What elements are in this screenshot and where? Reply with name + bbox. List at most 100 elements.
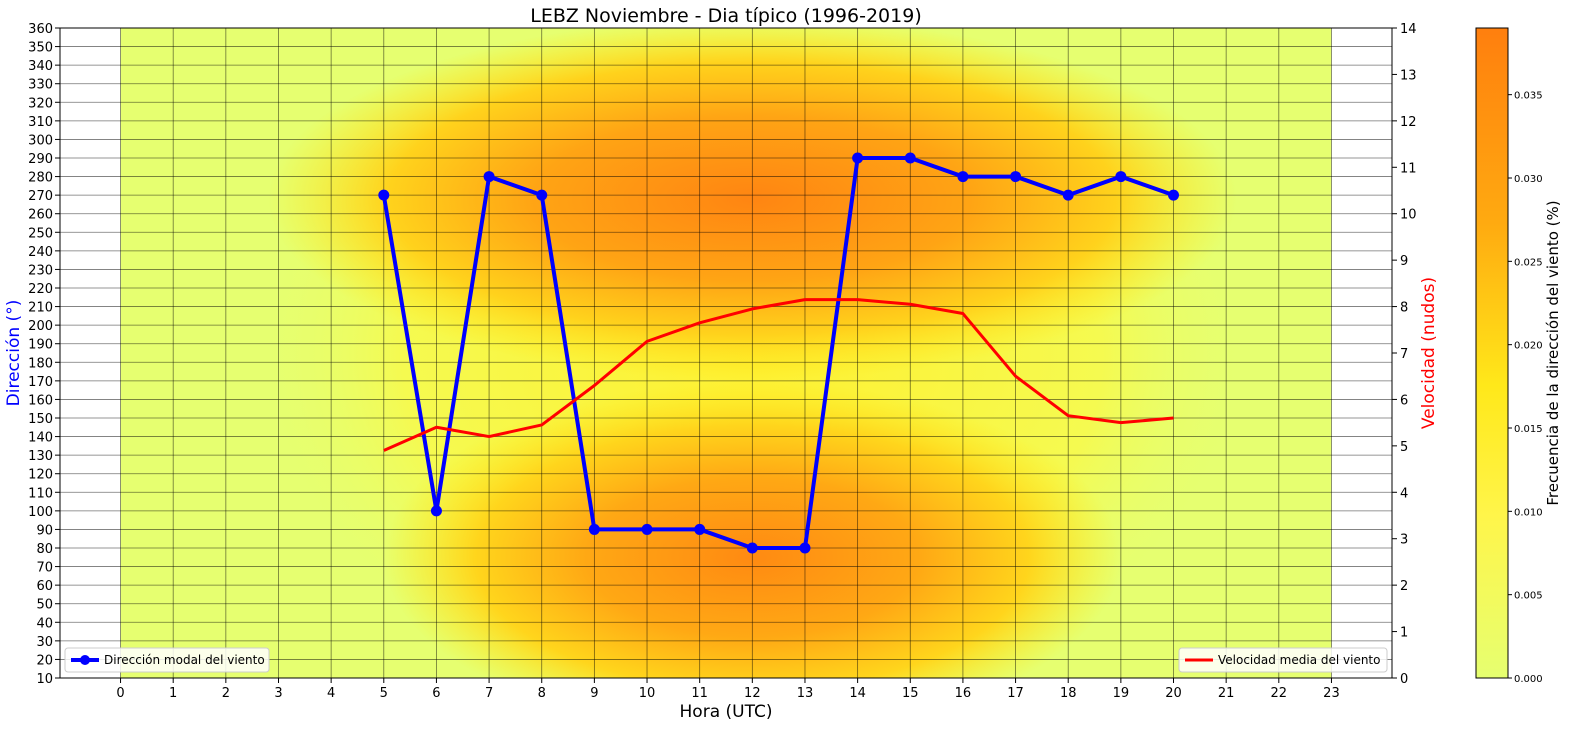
y-right-tick-label: 4 <box>1400 486 1408 501</box>
y-left-tick-label: 50 <box>36 598 53 613</box>
x-tick-label: 6 <box>432 686 440 701</box>
colorbar-tick-label: 0.015 <box>1514 424 1543 435</box>
y-left-tick-label: 220 <box>28 282 53 297</box>
direction-point <box>483 171 495 183</box>
y-left-tick-label: 90 <box>36 523 53 538</box>
colorbar-tick-label: 0.005 <box>1514 591 1543 602</box>
x-tick-label: 18 <box>1060 686 1077 701</box>
direction-point <box>536 189 548 201</box>
y-left-tick-label: 40 <box>36 616 53 631</box>
x-tick-label: 14 <box>849 686 866 701</box>
legend-speed-label: Velocidad media del viento <box>1218 653 1380 667</box>
colorbar-tick-label: 0.025 <box>1514 257 1543 268</box>
y-right-tick-label: 7 <box>1400 347 1408 362</box>
x-tick-label: 20 <box>1165 686 1182 701</box>
colorbar-tick-label: 0.035 <box>1514 91 1543 102</box>
y-left-tick-label: 240 <box>28 245 53 260</box>
direction-point <box>957 171 969 183</box>
x-tick-label: 3 <box>274 686 282 701</box>
legend-speed: Velocidad media del viento <box>1178 647 1388 673</box>
x-tick-label: 7 <box>485 686 493 701</box>
x-axis-ticks: 0 1 2 3 4 5 6 7 8 9 10 11 12 13 14 15 16 17 18 19 20 21 22 23 <box>116 678 1340 701</box>
y-left-tick-label: 190 <box>28 338 53 353</box>
y-left-tick-label: 100 <box>28 505 53 520</box>
direction-series-line <box>381 156 1175 550</box>
y-left-tick-label: 80 <box>36 542 53 557</box>
direction-point <box>588 523 600 535</box>
y-left-tick-label: 120 <box>28 468 53 483</box>
x-tick-label: 5 <box>380 686 388 701</box>
colorbar-label: Frecuencia de la dirección del viento (%… <box>1544 200 1562 505</box>
y-left-tick-label: 270 <box>28 189 53 204</box>
y-right-tick-label: 8 <box>1400 301 1408 316</box>
direction-point <box>1115 171 1127 183</box>
legend-direction-label: Dirección modal del viento <box>104 653 265 667</box>
direction-point <box>1062 189 1074 201</box>
x-tick-label: 19 <box>1113 686 1130 701</box>
y-left-tick-label: 60 <box>36 579 53 594</box>
y-right-tick-label: 2 <box>1400 579 1408 594</box>
x-tick-label: 13 <box>797 686 814 701</box>
y-right-tick-label: 9 <box>1400 254 1408 269</box>
direction-point <box>746 542 758 554</box>
x-tick-label: 12 <box>744 686 761 701</box>
y-right-tick-label: 10 <box>1400 208 1417 223</box>
y-left-tick-label: 210 <box>28 301 53 316</box>
x-tick-label: 2 <box>222 686 230 701</box>
y-right-tick-label: 11 <box>1400 161 1417 176</box>
direction-point <box>430 505 442 517</box>
series-layer <box>378 152 1180 554</box>
y-left-tick-label: 340 <box>28 59 53 74</box>
x-tick-label: 11 <box>691 686 708 701</box>
direction-point <box>852 152 864 164</box>
y-left-tick-label: 250 <box>28 226 53 241</box>
y-left-tick-label: 200 <box>28 319 53 334</box>
y-right-tick-label: 0 <box>1400 672 1408 687</box>
x-tick-label: 17 <box>1007 686 1024 701</box>
y-left-tick-label: 280 <box>28 171 53 186</box>
direction-point <box>904 152 916 164</box>
y-left-tick-label: 230 <box>28 263 53 278</box>
x-tick-label: 15 <box>902 686 919 701</box>
y-left-tick-label: 290 <box>28 152 53 167</box>
y-left-tick-label: 70 <box>36 561 53 576</box>
y-right-tick-label: 14 <box>1400 22 1417 37</box>
colorbar-gradient <box>1475 27 1509 679</box>
y-left-tick-label: 160 <box>28 393 53 408</box>
x-tick-label: 21 <box>1218 686 1235 701</box>
direction-point <box>1010 171 1022 183</box>
y-right-tick-label: 13 <box>1400 68 1417 83</box>
y-left-axis-label: Dirección (°) <box>4 300 24 407</box>
legend-direction: Dirección modal del viento <box>64 647 270 673</box>
direction-point <box>694 523 706 535</box>
y-left-tick-label: 310 <box>28 115 53 130</box>
y-right-tick-label: 5 <box>1400 440 1408 455</box>
y-left-tick-label: 360 <box>28 22 53 37</box>
chart-title: LEBZ Noviembre - Dia típico (1996-2019) <box>530 5 921 27</box>
direction-point <box>799 542 811 554</box>
colorbar-ticks: 0.000 0.005 0.010 0.015 0.020 0.025 0.030 0.035 <box>1508 91 1543 685</box>
x-tick-label: 1 <box>169 686 177 701</box>
y-left-tick-label: 260 <box>28 208 53 223</box>
x-tick-label: 9 <box>590 686 598 701</box>
y-right-axis-label: Velocidad (nudos) <box>1419 277 1439 429</box>
colorbar-tick-label: 0.030 <box>1514 174 1543 185</box>
y-left-tick-label: 150 <box>28 412 53 427</box>
colorbar-tick-label: 0.000 <box>1514 674 1543 685</box>
y-left-tick-label: 20 <box>36 653 53 668</box>
x-tick-label: 23 <box>1323 686 1340 701</box>
direction-point <box>641 523 653 535</box>
x-tick-label: 22 <box>1271 686 1288 701</box>
x-tick-label: 4 <box>327 686 335 701</box>
speed-series-line <box>383 298 1174 452</box>
colorbar-tick-label: 0.020 <box>1514 341 1543 352</box>
y-left-tick-label: 180 <box>28 356 53 371</box>
y-left-tick-label: 330 <box>28 78 53 93</box>
y-right-tick-label: 3 <box>1400 533 1408 548</box>
colorbar-tick-label: 0.010 <box>1514 507 1543 518</box>
colorbar: 0.000 0.005 0.010 0.015 0.020 0.025 0.030 0.035… <box>1475 27 1562 685</box>
y-left-tick-label: 350 <box>28 41 53 56</box>
x-tick-label: 10 <box>639 686 656 701</box>
x-tick-label: 16 <box>955 686 972 701</box>
